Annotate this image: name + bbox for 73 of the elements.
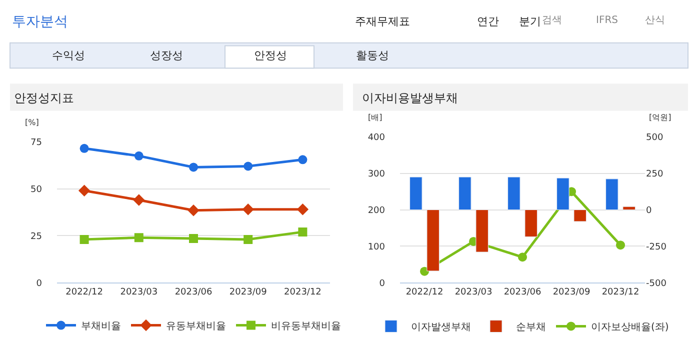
x-tick-label: 2023/09 bbox=[552, 287, 590, 298]
point bbox=[134, 233, 144, 242]
x-tick-label: 2023/09 bbox=[229, 287, 268, 298]
x-tick-label: 2023/06 bbox=[504, 287, 542, 298]
point bbox=[298, 155, 308, 164]
point bbox=[242, 204, 254, 216]
y-axis-title: [배] bbox=[368, 113, 382, 122]
text: IFRS bbox=[596, 15, 618, 26]
point bbox=[296, 204, 309, 216]
y-axis-title: [%] bbox=[25, 118, 39, 127]
x-tick-label: 2023/03 bbox=[454, 287, 492, 298]
point bbox=[189, 162, 198, 172]
y-tick-label: 200 bbox=[368, 206, 386, 216]
x-tick-label: 2023/06 bbox=[174, 287, 212, 298]
chart-title: 안정성지표 bbox=[14, 91, 74, 105]
bar bbox=[574, 210, 586, 222]
y-tick-label: 0 bbox=[36, 278, 42, 289]
chart-title: 이자비용발생부채 bbox=[362, 91, 458, 105]
x-tick-label: 2023/12 bbox=[602, 287, 640, 298]
text: 수익성 bbox=[52, 49, 85, 62]
text: 성장성 bbox=[150, 49, 183, 62]
bar bbox=[410, 176, 422, 210]
bar bbox=[458, 176, 472, 210]
y2-tick-label: 250 bbox=[646, 170, 664, 180]
y2-tick-label: 500 bbox=[646, 133, 664, 144]
text: 분기 bbox=[519, 15, 541, 28]
bar bbox=[622, 206, 636, 210]
point bbox=[188, 204, 200, 216]
point bbox=[189, 234, 198, 244]
x-tick-label: 2022/12 bbox=[66, 287, 103, 298]
y-tick-label: 25 bbox=[30, 232, 42, 242]
x-tick-label: 2022/12 bbox=[406, 287, 444, 298]
y-tick-label: 400 bbox=[368, 133, 386, 144]
y-tick-label: 300 bbox=[368, 170, 386, 180]
bar bbox=[524, 210, 538, 237]
text: 주재무제표 bbox=[355, 15, 410, 28]
y2-tick-label: -250 bbox=[646, 242, 667, 252]
legend-label: 이자발생부채 bbox=[411, 322, 471, 334]
x-tick-label: 2023/12 bbox=[284, 287, 322, 298]
point bbox=[298, 227, 308, 236]
bar bbox=[556, 178, 570, 210]
y2-axis-title: [억원] bbox=[649, 113, 672, 122]
text: 검색 bbox=[542, 15, 562, 26]
point bbox=[244, 162, 253, 171]
y2-tick-label: -500 bbox=[646, 278, 667, 289]
legend-label: 비유동부채비율 bbox=[271, 321, 341, 332]
text: 연간 bbox=[477, 15, 499, 28]
y-tick-label: 100 bbox=[368, 242, 386, 252]
text: 투자분석 bbox=[12, 14, 68, 30]
text: 안정성 bbox=[254, 49, 287, 62]
y2-tick-label: 0 bbox=[646, 206, 652, 216]
y-tick-label: 75 bbox=[30, 138, 42, 148]
legend-label: 순부채 bbox=[516, 322, 546, 334]
point bbox=[616, 240, 625, 250]
x-tick-label: 2023/03 bbox=[120, 287, 158, 298]
bar bbox=[426, 210, 440, 272]
point bbox=[80, 234, 89, 244]
point bbox=[518, 252, 527, 262]
point bbox=[80, 144, 89, 153]
text: 산식 bbox=[645, 15, 665, 26]
y-tick-label: 0 bbox=[379, 278, 386, 289]
point bbox=[134, 151, 144, 160]
legend-label: 유동부채비율 bbox=[166, 321, 226, 332]
y-tick-label: 50 bbox=[30, 184, 42, 195]
legend-label: 이자보상배율(좌) bbox=[591, 322, 669, 334]
point bbox=[78, 184, 90, 196]
point bbox=[133, 194, 145, 206]
bar bbox=[508, 176, 520, 210]
bar bbox=[476, 210, 488, 252]
point bbox=[244, 234, 253, 244]
bar bbox=[606, 178, 618, 210]
text: 활동성 bbox=[356, 49, 389, 62]
legend-label: 부채비율 bbox=[81, 321, 121, 332]
